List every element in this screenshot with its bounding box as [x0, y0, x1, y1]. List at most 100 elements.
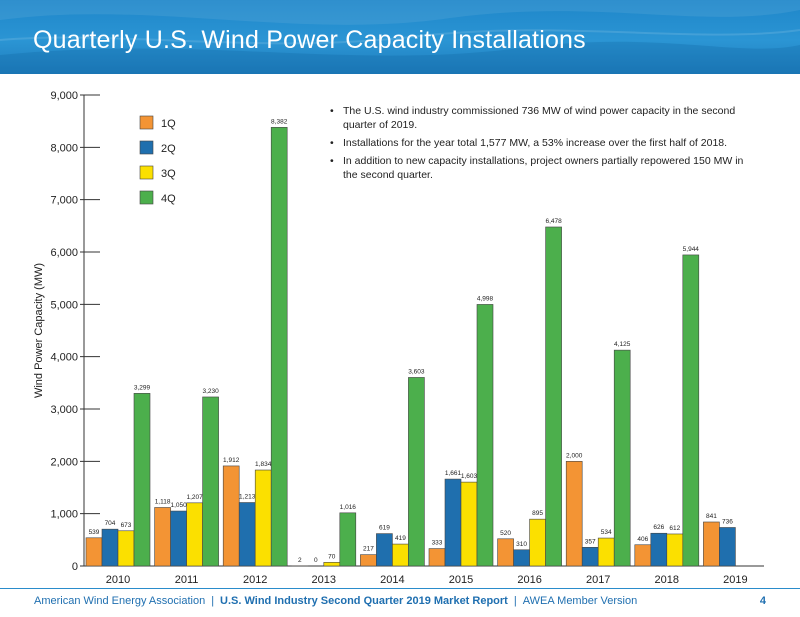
data-label: 1,661: [445, 470, 462, 477]
footer-separator: |: [211, 595, 215, 607]
bar-2q: [376, 533, 393, 567]
x-tick-label: 2014: [380, 574, 404, 586]
note-item: Installations for the year total 1,577 M…: [328, 136, 748, 150]
page-number: 4: [759, 595, 766, 607]
data-label: 4,125: [614, 341, 631, 348]
data-label: 6,478: [545, 218, 562, 225]
bar-2q: [513, 549, 530, 567]
bar-3q: [597, 537, 615, 567]
wave-decoration: [0, 0, 800, 74]
y-tick-label: 8,000: [50, 142, 78, 154]
y-tick-label: 1,000: [50, 509, 78, 521]
data-label: 1,834: [255, 461, 272, 468]
bar-1q: [428, 548, 446, 567]
bar-1q: [634, 544, 652, 567]
data-label: 3,299: [134, 384, 151, 391]
bar-chart: 0 1,000 2,000 3,000 4,000 5,000 6,000 7,000 8,00…: [33, 90, 764, 586]
bar-4q: [339, 512, 357, 567]
bar-1q: [222, 465, 240, 567]
data-label: 5,944: [683, 246, 700, 253]
x-tick-label: 2015: [449, 574, 473, 586]
data-label: 1,912: [223, 457, 240, 464]
data-label: 895: [532, 510, 543, 517]
bar-4q: [613, 349, 631, 567]
bar-2q: [238, 502, 256, 567]
legend-swatch: [139, 140, 154, 155]
bar-3q: [460, 481, 478, 567]
title-banner: Quarterly U.S. Wind Power Capacity Insta…: [0, 0, 800, 74]
data-label: 3,230: [202, 388, 219, 395]
legend-label: 3Q: [161, 168, 176, 180]
data-label: 1,207: [186, 494, 203, 501]
bar-2q: [170, 510, 187, 567]
data-label: 1,118: [155, 498, 171, 505]
legend-label: 4Q: [161, 193, 176, 205]
data-label: 2,000: [566, 452, 583, 459]
page-title: Quarterly U.S. Wind Power Capacity Insta…: [33, 26, 586, 54]
data-label: 520: [500, 530, 511, 537]
data-label: 333: [432, 540, 443, 547]
bar-1q: [85, 537, 103, 567]
bar-2q: [650, 532, 668, 567]
legend-label: 1Q: [161, 118, 176, 130]
data-label: 2: [298, 557, 302, 564]
x-tick-label: 2019: [723, 574, 747, 586]
data-label: 736: [722, 518, 733, 525]
bar-3q: [392, 543, 409, 567]
y-tick-label: 3,000: [50, 404, 78, 416]
footer-report: U.S. Wind Industry Second Quarter 2019 M…: [220, 595, 508, 607]
legend-swatch: [139, 165, 154, 180]
data-label: 534: [601, 529, 612, 536]
data-label: 357: [585, 538, 596, 545]
legend-label: 2Q: [161, 143, 176, 155]
data-label: 3,603: [408, 368, 425, 375]
bar-2q: [101, 528, 119, 567]
y-tick-label: 4,000: [50, 352, 78, 364]
data-label: 310: [516, 541, 527, 548]
x-tick-label: 2017: [586, 574, 610, 586]
y-tick-label: 5,000: [50, 299, 78, 311]
data-label: 1,016: [340, 504, 357, 511]
bar-3q: [323, 562, 341, 567]
data-label: 841: [706, 513, 717, 520]
footer-text: American Wind Energy Association | U.S. Wi…: [34, 595, 637, 607]
data-label: 612: [669, 525, 680, 532]
x-tick-label: 2013: [312, 574, 336, 586]
bar-1q: [154, 507, 171, 567]
x-tick-label: 2018: [655, 574, 679, 586]
data-label: 1,050: [170, 502, 187, 509]
bar-4q: [476, 304, 494, 567]
y-tick-label: 6,000: [50, 247, 78, 259]
data-label: 4,998: [477, 295, 494, 302]
bar-1q: [703, 521, 720, 567]
bar-3q: [529, 518, 546, 567]
bar-1q: [497, 538, 514, 567]
x-tick-label: 2010: [106, 574, 130, 586]
bar-2q: [444, 478, 462, 567]
x-tick-label: 2012: [243, 574, 267, 586]
data-label: 8,382: [271, 118, 288, 125]
bar-4q: [545, 226, 562, 567]
y-tick-label: 7,000: [50, 195, 78, 207]
y-tick-label: 0: [72, 561, 78, 573]
note-item: The U.S. wind industry commissioned 736 …: [328, 104, 748, 132]
bar-4q: [270, 127, 288, 567]
y-axis-title: Wind Power Capacity (MW): [33, 263, 45, 398]
bar-1q: [565, 461, 583, 567]
bar-4q: [202, 396, 219, 567]
note-item: In addition to new capacity installation…: [328, 154, 748, 182]
bar-1q: [360, 554, 377, 567]
data-label: 539: [89, 529, 100, 536]
footer-version: AWEA Member Version: [522, 595, 638, 607]
data-label: 406: [637, 536, 648, 543]
bar-3q: [254, 469, 272, 567]
data-label: 619: [379, 525, 390, 532]
bar-4q: [408, 377, 425, 567]
x-tick-label: 2016: [517, 574, 541, 586]
bar-3q: [117, 530, 135, 567]
bar-3q: [666, 533, 684, 567]
bar-2q: [719, 527, 736, 567]
y-tick-label: 9,000: [50, 90, 78, 102]
bar-4q: [133, 393, 151, 567]
footer: American Wind Energy Association | U.S. Wi…: [0, 588, 800, 617]
